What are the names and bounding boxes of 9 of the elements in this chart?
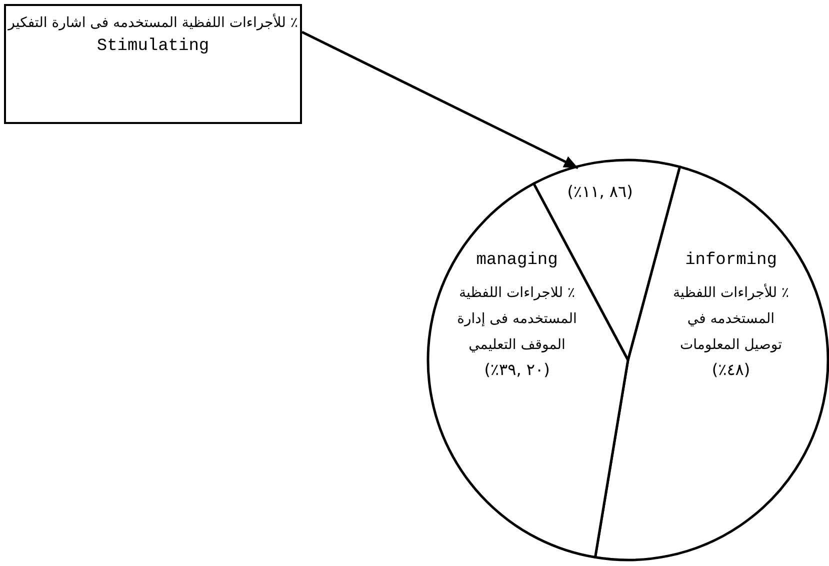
slice-label: ٪ للأجراءات اللفظية المستخدمه في توصيل المعلومات <box>672 282 790 355</box>
text: informing <box>684 250 778 272</box>
slice-label: ٪ للاجراءات اللفظية المستخدمه فى إدارة الموقف التعليمي <box>456 284 578 355</box>
data-label: (٪٣٩, ٢٠) <box>483 359 551 381</box>
text: managing <box>475 250 559 272</box>
data-label: (٪٤٨) <box>710 359 752 381</box>
data-label: (٪١١, ٨٦) <box>566 181 634 203</box>
text: Stimulating <box>96 36 210 58</box>
slice-label: ٪ للأجراءات اللفظية المستخدمه فى اشارة التفكير <box>6 12 299 33</box>
